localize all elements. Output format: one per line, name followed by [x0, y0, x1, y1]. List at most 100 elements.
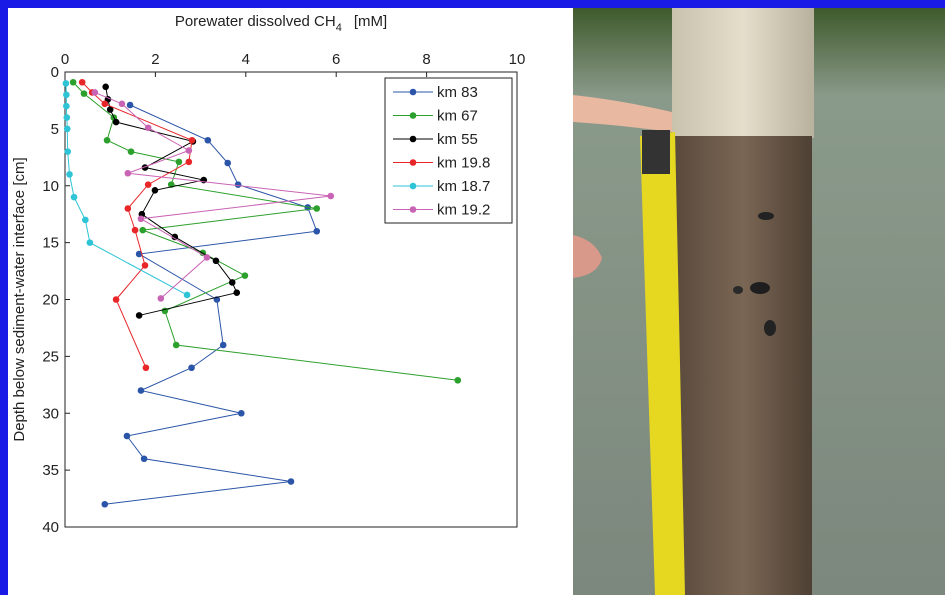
y-tick-label: 40 — [42, 519, 59, 536]
data-point — [124, 433, 131, 440]
data-point — [104, 137, 111, 144]
data-point — [63, 80, 70, 87]
data-point — [145, 181, 152, 188]
data-point — [102, 83, 109, 90]
data-point — [242, 272, 249, 279]
legend-label: km 67 — [437, 108, 478, 125]
data-point — [204, 254, 211, 261]
data-point — [64, 114, 71, 121]
legend-label: km 18.7 — [437, 178, 490, 195]
data-point — [186, 147, 193, 154]
data-point — [101, 101, 108, 108]
y-tick-label: 15 — [42, 235, 59, 252]
data-point — [184, 292, 191, 299]
dark-spot — [750, 282, 770, 294]
legend-label: km 19.2 — [437, 202, 490, 219]
data-point — [113, 296, 120, 303]
data-point — [64, 148, 71, 155]
data-point — [327, 193, 334, 200]
data-point — [220, 342, 227, 349]
dark-spot — [758, 212, 774, 220]
data-point — [81, 90, 88, 97]
data-point — [233, 289, 240, 296]
data-point — [224, 160, 231, 167]
x-tick-label: 6 — [332, 51, 340, 68]
data-point — [66, 171, 73, 178]
y-tick-label: 30 — [42, 405, 59, 422]
data-point — [173, 342, 180, 349]
y-tick-label: 5 — [51, 121, 59, 138]
data-point — [101, 501, 108, 508]
data-point — [64, 126, 71, 133]
data-point — [125, 170, 132, 177]
data-point — [229, 279, 236, 286]
legend-marker — [410, 159, 417, 166]
x-axis-label-unit: [mM] — [354, 13, 387, 30]
data-point — [145, 124, 152, 131]
data-point — [63, 103, 70, 110]
legend-marker — [410, 112, 417, 119]
data-point — [235, 181, 242, 188]
x-tick-label: 4 — [242, 51, 250, 68]
data-point — [205, 137, 212, 144]
data-point — [139, 227, 146, 234]
legend-marker — [410, 136, 417, 143]
data-point — [125, 205, 132, 212]
core-tube — [672, 8, 814, 138]
data-point — [141, 455, 148, 462]
y-tick-label: 20 — [42, 292, 59, 309]
data-point — [82, 217, 89, 224]
data-point — [454, 377, 461, 384]
x-tick-label: 10 — [509, 51, 526, 68]
legend-marker — [410, 89, 417, 96]
data-point — [128, 148, 135, 155]
y-axis-label: Depth below sediment-water interface [cm… — [11, 157, 28, 441]
data-point — [138, 387, 145, 394]
x-axis-label-text: Porewater dissolved CH — [175, 13, 336, 30]
data-point — [158, 295, 165, 302]
data-point — [176, 159, 183, 166]
y-tick-label: 0 — [51, 64, 59, 81]
data-point — [113, 119, 120, 126]
data-point — [71, 194, 78, 201]
data-point — [186, 159, 193, 166]
data-point — [213, 258, 220, 265]
page: 0 2 4 6 8 10 0 5 10 15 20 25 30 35 40 Porewater dissolv… — [0, 0, 945, 600]
dark-spot — [764, 320, 776, 336]
y-tick-label: 35 — [42, 462, 59, 479]
y-tick-label: 10 — [42, 178, 59, 195]
x-tick-label: 8 — [422, 51, 430, 68]
data-point — [288, 478, 295, 485]
legend-marker — [410, 206, 417, 213]
data-point — [142, 262, 149, 269]
data-point — [313, 205, 320, 212]
data-point — [92, 89, 99, 96]
legend-label: km 19.8 — [437, 155, 490, 172]
data-point — [238, 410, 245, 417]
data-point — [79, 79, 86, 86]
legend-label: km 83 — [437, 84, 478, 101]
legend-marker — [410, 183, 417, 190]
y-tick-label: 25 — [42, 348, 59, 365]
data-point — [70, 79, 77, 86]
tape-hook — [642, 130, 670, 174]
data-point — [87, 239, 94, 246]
dark-spot — [733, 286, 743, 294]
sediment-core — [674, 136, 812, 595]
x-tick-label: 2 — [151, 51, 159, 68]
data-point — [189, 137, 196, 144]
x-axis-label-subscript: 4 — [336, 22, 342, 34]
data-point — [127, 102, 134, 109]
data-point — [119, 101, 126, 108]
data-point — [313, 228, 320, 235]
data-point — [138, 215, 145, 222]
data-point — [132, 227, 139, 234]
data-point — [136, 312, 143, 319]
figure: 0 2 4 6 8 10 0 5 10 15 20 25 30 35 40 Porewater dissolv… — [0, 0, 945, 595]
legend-label: km 55 — [437, 131, 478, 148]
data-point — [188, 364, 195, 371]
data-point — [63, 91, 70, 98]
x-tick-label: 0 — [61, 51, 69, 68]
photo — [573, 8, 945, 595]
data-point — [152, 187, 159, 194]
